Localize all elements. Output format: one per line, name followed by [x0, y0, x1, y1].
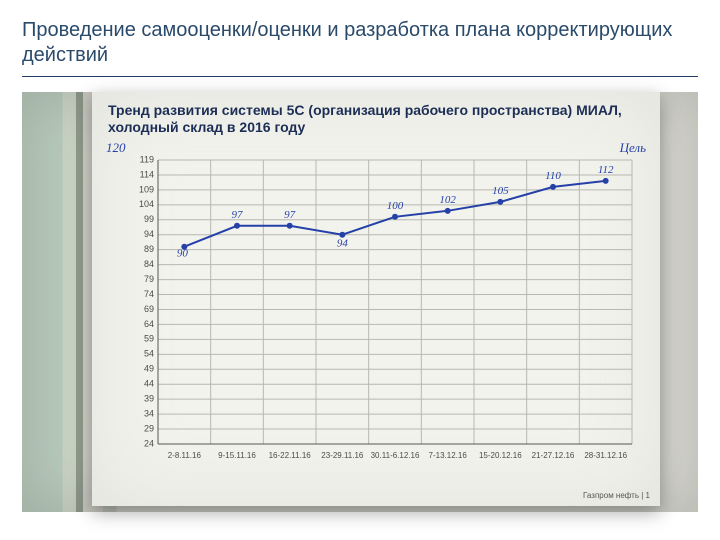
data-marker [392, 214, 398, 220]
title-underline [22, 76, 698, 77]
chart-footer: Газпром нефть | 1 [583, 491, 650, 500]
data-marker [234, 223, 240, 229]
data-marker [497, 199, 503, 205]
svg-text:74: 74 [144, 289, 154, 299]
svg-text:21-27.12.16: 21-27.12.16 [532, 451, 575, 460]
slide-title: Проведение самооценки/оценки и разработк… [22, 18, 698, 68]
svg-text:39: 39 [144, 394, 154, 404]
data-marker [287, 223, 293, 229]
svg-text:24: 24 [144, 438, 154, 448]
svg-text:34: 34 [144, 408, 154, 418]
svg-text:59: 59 [144, 334, 154, 344]
svg-text:104: 104 [139, 199, 154, 209]
value-label: 100 [387, 200, 404, 212]
svg-text:2-8.11.16: 2-8.11.16 [168, 451, 202, 460]
slide: Проведение самооценки/оценки и разработк… [0, 0, 720, 540]
chart-target-left: 120 [106, 140, 126, 156]
svg-text:44: 44 [144, 379, 154, 389]
svg-text:94: 94 [144, 229, 154, 239]
svg-text:79: 79 [144, 274, 154, 284]
chart-title: Тренд развития системы 5С (организация р… [108, 102, 644, 136]
svg-text:7-13.12.16: 7-13.12.16 [429, 451, 468, 460]
svg-text:23-29.11.16: 23-29.11.16 [321, 451, 364, 460]
value-label: 112 [598, 164, 614, 176]
svg-text:64: 64 [144, 319, 154, 329]
value-label: 97 [284, 209, 296, 221]
svg-text:84: 84 [144, 259, 154, 269]
svg-text:114: 114 [140, 169, 154, 179]
value-label: 94 [337, 238, 349, 250]
svg-text:54: 54 [144, 349, 154, 359]
chart-area: 24 29 34 39 44 49 54 59 64 69 74 79 84 89 94 99 104 109 11… [130, 154, 640, 470]
svg-text:49: 49 [144, 364, 154, 374]
data-marker [445, 208, 451, 214]
svg-text:109: 109 [139, 184, 154, 194]
svg-text:119: 119 [140, 154, 154, 164]
svg-text:30.11-6.12.16: 30.11-6.12.16 [371, 451, 420, 460]
svg-text:69: 69 [144, 304, 154, 314]
svg-text:28-31.12.16: 28-31.12.16 [584, 451, 627, 460]
svg-text:89: 89 [144, 244, 154, 254]
value-label: 90 [177, 248, 189, 260]
chart-paper: Тренд развития системы 5С (организация р… [92, 92, 660, 506]
svg-text:29: 29 [144, 423, 154, 433]
value-label: 102 [439, 194, 456, 206]
data-marker [550, 184, 556, 190]
data-marker [603, 178, 609, 184]
svg-text:99: 99 [144, 214, 154, 224]
chart-svg: 24 29 34 39 44 49 54 59 64 69 74 79 84 89 94 99 104 109 11… [130, 154, 640, 470]
svg-text:15-20.12.16: 15-20.12.16 [479, 451, 522, 460]
value-label: 105 [492, 185, 509, 197]
svg-text:9-15.11.16: 9-15.11.16 [218, 451, 256, 460]
value-label: 110 [545, 170, 561, 182]
data-line [184, 181, 605, 247]
svg-text:16-22.11.16: 16-22.11.16 [269, 451, 312, 460]
value-label: 97 [232, 209, 244, 221]
